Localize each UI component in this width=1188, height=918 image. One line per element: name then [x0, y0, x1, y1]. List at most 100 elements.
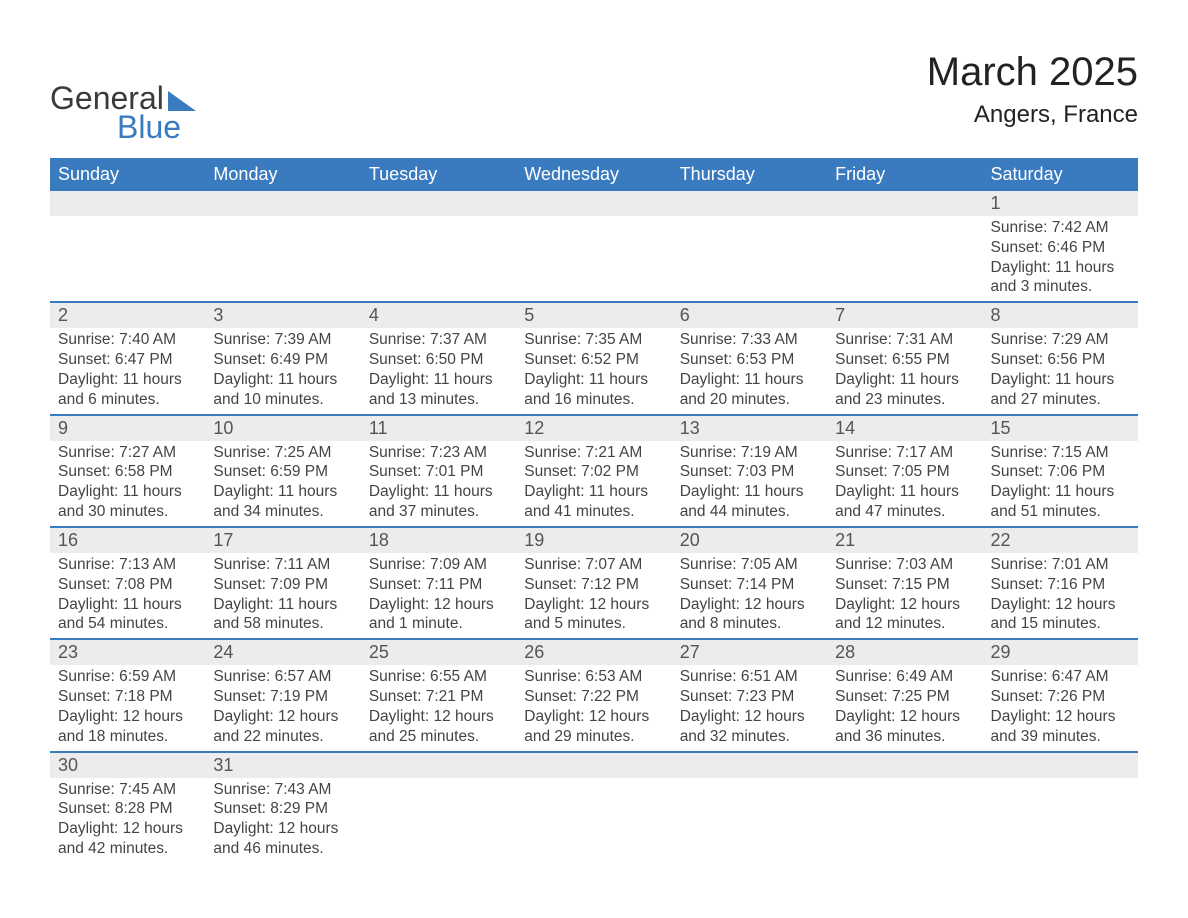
day-sr: Sunrise: 7:17 AM	[835, 443, 974, 463]
day-sr: Sunrise: 6:51 AM	[680, 667, 819, 687]
day-sr: Sunrise: 7:03 AM	[835, 555, 974, 575]
day-sr: Sunrise: 7:01 AM	[991, 555, 1130, 575]
day-d2: and 29 minutes.	[524, 727, 663, 747]
day-sr: Sunrise: 7:19 AM	[680, 443, 819, 463]
day-detail-cell: Sunrise: 7:05 AMSunset: 7:14 PMDaylight:…	[672, 553, 827, 639]
day-detail-cell: Sunrise: 7:43 AMSunset: 8:29 PMDaylight:…	[205, 778, 360, 863]
day-ss: Sunset: 8:28 PM	[58, 799, 197, 819]
day-ss: Sunset: 7:11 PM	[369, 575, 508, 595]
day-detail-cell: Sunrise: 7:07 AMSunset: 7:12 PMDaylight:…	[516, 553, 671, 639]
day-number-cell: 31	[205, 752, 360, 778]
day-d1: Daylight: 11 hours	[991, 258, 1130, 278]
logo-text-blue: Blue	[117, 109, 196, 146]
day-sr: Sunrise: 7:33 AM	[680, 330, 819, 350]
day-sr: Sunrise: 6:49 AM	[835, 667, 974, 687]
day-ss: Sunset: 7:01 PM	[369, 462, 508, 482]
day-d2: and 18 minutes.	[58, 727, 197, 747]
day-d1: Daylight: 12 hours	[213, 819, 352, 839]
day-detail-cell: Sunrise: 6:53 AMSunset: 7:22 PMDaylight:…	[516, 665, 671, 751]
day-ss: Sunset: 8:29 PM	[213, 799, 352, 819]
day-sr: Sunrise: 7:23 AM	[369, 443, 508, 463]
weekday-header: Saturday	[983, 158, 1138, 191]
weekday-header: Thursday	[672, 158, 827, 191]
day-ss: Sunset: 7:26 PM	[991, 687, 1130, 707]
day-detail-cell: Sunrise: 7:23 AMSunset: 7:01 PMDaylight:…	[361, 441, 516, 527]
day-d1: Daylight: 11 hours	[369, 482, 508, 502]
day-number-row: 2345678	[50, 302, 1138, 328]
day-number-row: 9101112131415	[50, 415, 1138, 441]
day-detail-cell: Sunrise: 6:47 AMSunset: 7:26 PMDaylight:…	[983, 665, 1138, 751]
day-ss: Sunset: 7:08 PM	[58, 575, 197, 595]
day-number-cell	[827, 752, 982, 778]
day-ss: Sunset: 7:03 PM	[680, 462, 819, 482]
day-ss: Sunset: 6:58 PM	[58, 462, 197, 482]
day-d2: and 20 minutes.	[680, 390, 819, 410]
day-d1: Daylight: 12 hours	[680, 595, 819, 615]
day-d1: Daylight: 11 hours	[835, 370, 974, 390]
day-detail-cell: Sunrise: 7:31 AMSunset: 6:55 PMDaylight:…	[827, 328, 982, 414]
day-sr: Sunrise: 7:40 AM	[58, 330, 197, 350]
day-sr: Sunrise: 7:37 AM	[369, 330, 508, 350]
day-number-cell	[983, 752, 1138, 778]
calendar-table: SundayMondayTuesdayWednesdayThursdayFrid…	[50, 158, 1138, 863]
day-sr: Sunrise: 7:15 AM	[991, 443, 1130, 463]
weekday-header: Sunday	[50, 158, 205, 191]
logo: General Blue	[50, 80, 196, 146]
day-detail-cell: Sunrise: 7:39 AMSunset: 6:49 PMDaylight:…	[205, 328, 360, 414]
day-sr: Sunrise: 7:11 AM	[213, 555, 352, 575]
day-d2: and 51 minutes.	[991, 502, 1130, 522]
header: General Blue March 2025 Angers, France	[50, 50, 1138, 146]
day-d2: and 6 minutes.	[58, 390, 197, 410]
day-detail-cell: Sunrise: 7:37 AMSunset: 6:50 PMDaylight:…	[361, 328, 516, 414]
day-d1: Daylight: 12 hours	[369, 595, 508, 615]
day-number-row: 23242526272829	[50, 639, 1138, 665]
day-number-cell: 28	[827, 639, 982, 665]
day-detail-cell: Sunrise: 7:25 AMSunset: 6:59 PMDaylight:…	[205, 441, 360, 527]
day-detail-cell: Sunrise: 6:59 AMSunset: 7:18 PMDaylight:…	[50, 665, 205, 751]
day-ss: Sunset: 7:22 PM	[524, 687, 663, 707]
day-d1: Daylight: 12 hours	[58, 819, 197, 839]
day-d1: Daylight: 12 hours	[58, 707, 197, 727]
day-d1: Daylight: 12 hours	[213, 707, 352, 727]
day-number-cell	[516, 752, 671, 778]
day-d2: and 27 minutes.	[991, 390, 1130, 410]
day-number-cell	[50, 191, 205, 216]
day-d1: Daylight: 12 hours	[369, 707, 508, 727]
day-number-cell: 16	[50, 527, 205, 553]
day-detail-cell: Sunrise: 6:49 AMSunset: 7:25 PMDaylight:…	[827, 665, 982, 751]
day-d2: and 44 minutes.	[680, 502, 819, 522]
day-detail-cell: Sunrise: 7:17 AMSunset: 7:05 PMDaylight:…	[827, 441, 982, 527]
day-sr: Sunrise: 7:25 AM	[213, 443, 352, 463]
day-d1: Daylight: 12 hours	[524, 595, 663, 615]
day-detail-cell: Sunrise: 7:40 AMSunset: 6:47 PMDaylight:…	[50, 328, 205, 414]
day-number-cell: 20	[672, 527, 827, 553]
day-number-cell	[672, 191, 827, 216]
day-detail-cell: Sunrise: 7:42 AMSunset: 6:46 PMDaylight:…	[983, 216, 1138, 302]
day-detail-cell	[672, 778, 827, 863]
day-d2: and 58 minutes.	[213, 614, 352, 634]
day-number-cell: 6	[672, 302, 827, 328]
day-detail-cell: Sunrise: 7:11 AMSunset: 7:09 PMDaylight:…	[205, 553, 360, 639]
day-number-cell: 19	[516, 527, 671, 553]
day-sr: Sunrise: 7:29 AM	[991, 330, 1130, 350]
day-ss: Sunset: 7:14 PM	[680, 575, 819, 595]
day-detail-row: Sunrise: 7:45 AMSunset: 8:28 PMDaylight:…	[50, 778, 1138, 863]
day-number-cell: 5	[516, 302, 671, 328]
weekday-header: Monday	[205, 158, 360, 191]
day-number-cell	[827, 191, 982, 216]
day-detail-row: Sunrise: 7:40 AMSunset: 6:47 PMDaylight:…	[50, 328, 1138, 414]
day-d1: Daylight: 11 hours	[991, 370, 1130, 390]
day-d1: Daylight: 11 hours	[991, 482, 1130, 502]
day-detail-row: Sunrise: 7:42 AMSunset: 6:46 PMDaylight:…	[50, 216, 1138, 302]
day-ss: Sunset: 7:16 PM	[991, 575, 1130, 595]
day-number-cell: 4	[361, 302, 516, 328]
day-detail-cell	[361, 778, 516, 863]
day-number-cell: 1	[983, 191, 1138, 216]
day-d1: Daylight: 12 hours	[991, 595, 1130, 615]
day-sr: Sunrise: 6:59 AM	[58, 667, 197, 687]
day-detail-cell: Sunrise: 7:03 AMSunset: 7:15 PMDaylight:…	[827, 553, 982, 639]
day-detail-cell: Sunrise: 7:29 AMSunset: 6:56 PMDaylight:…	[983, 328, 1138, 414]
day-sr: Sunrise: 7:35 AM	[524, 330, 663, 350]
day-detail-cell: Sunrise: 7:13 AMSunset: 7:08 PMDaylight:…	[50, 553, 205, 639]
day-d2: and 16 minutes.	[524, 390, 663, 410]
